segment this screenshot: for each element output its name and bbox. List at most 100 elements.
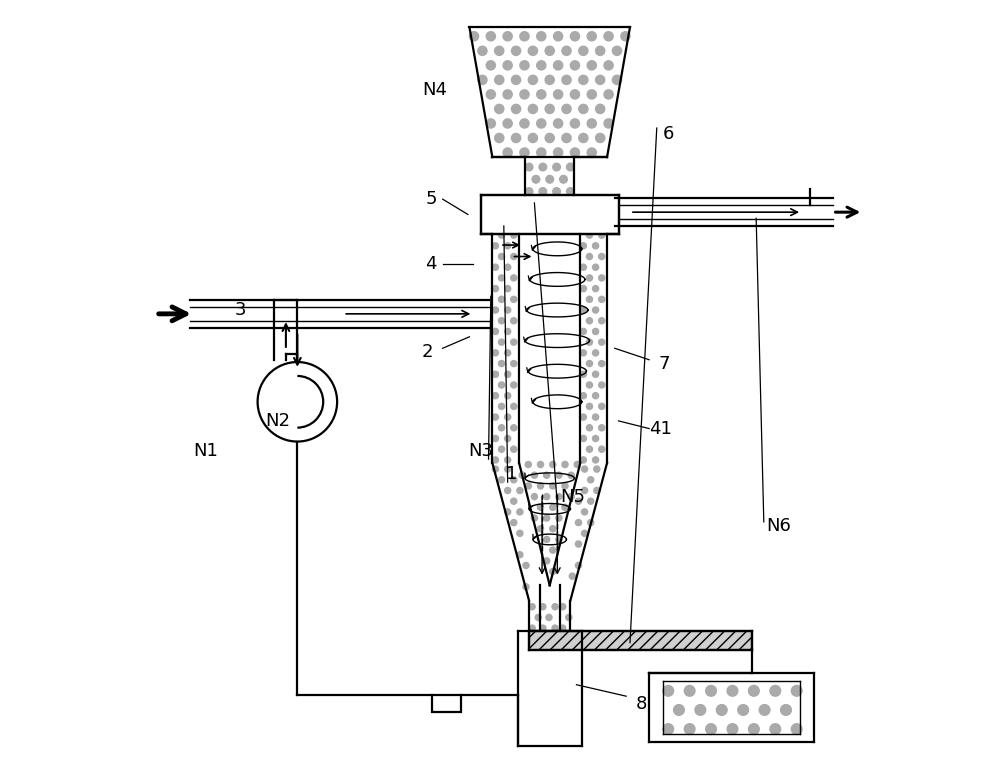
Circle shape: [531, 493, 537, 499]
Circle shape: [519, 472, 525, 478]
Circle shape: [498, 477, 505, 483]
Circle shape: [492, 371, 498, 377]
Circle shape: [593, 196, 599, 202]
Circle shape: [537, 483, 544, 489]
Circle shape: [525, 188, 533, 196]
Circle shape: [586, 360, 593, 366]
Circle shape: [531, 515, 537, 521]
Circle shape: [503, 61, 512, 70]
Circle shape: [611, 227, 617, 233]
Circle shape: [586, 318, 593, 324]
Circle shape: [537, 119, 546, 128]
Circle shape: [599, 382, 605, 388]
Circle shape: [528, 104, 537, 114]
Circle shape: [550, 483, 556, 489]
Circle shape: [588, 519, 594, 526]
Text: 1: 1: [506, 465, 517, 483]
Circle shape: [544, 196, 550, 202]
Circle shape: [599, 318, 605, 324]
Circle shape: [663, 724, 674, 734]
Circle shape: [546, 175, 554, 183]
Circle shape: [499, 196, 505, 202]
Circle shape: [580, 307, 586, 313]
Circle shape: [727, 724, 738, 734]
Circle shape: [531, 472, 537, 478]
Circle shape: [511, 104, 521, 114]
Circle shape: [587, 148, 596, 157]
Circle shape: [520, 148, 529, 157]
Circle shape: [554, 61, 563, 70]
Circle shape: [505, 329, 511, 335]
Circle shape: [535, 615, 541, 621]
Circle shape: [518, 227, 524, 233]
Circle shape: [727, 686, 738, 696]
Circle shape: [587, 90, 596, 99]
Circle shape: [552, 625, 558, 632]
Circle shape: [594, 466, 600, 472]
Circle shape: [582, 488, 588, 493]
Text: N5: N5: [560, 489, 585, 506]
Circle shape: [511, 318, 517, 324]
Circle shape: [621, 32, 630, 41]
Circle shape: [523, 584, 529, 590]
Circle shape: [574, 206, 580, 212]
Circle shape: [596, 46, 605, 56]
Circle shape: [568, 216, 574, 223]
Circle shape: [663, 686, 674, 696]
Circle shape: [554, 32, 563, 41]
Circle shape: [570, 61, 580, 70]
Circle shape: [505, 435, 511, 441]
Circle shape: [586, 339, 593, 346]
Circle shape: [695, 705, 706, 715]
Circle shape: [537, 461, 544, 468]
Circle shape: [580, 216, 586, 223]
Circle shape: [544, 515, 550, 521]
Text: N4: N4: [423, 81, 448, 99]
Circle shape: [505, 509, 511, 515]
Circle shape: [593, 285, 599, 291]
Circle shape: [579, 104, 588, 114]
Circle shape: [481, 206, 487, 212]
Circle shape: [550, 227, 556, 233]
Circle shape: [580, 243, 586, 249]
Circle shape: [706, 686, 716, 696]
Circle shape: [580, 350, 586, 356]
Circle shape: [537, 504, 544, 510]
Circle shape: [546, 615, 552, 621]
Circle shape: [503, 119, 512, 128]
Circle shape: [570, 32, 580, 41]
Circle shape: [520, 90, 529, 99]
Circle shape: [570, 148, 580, 157]
Circle shape: [605, 196, 611, 202]
Circle shape: [599, 339, 605, 346]
Circle shape: [498, 404, 505, 410]
Circle shape: [599, 424, 605, 431]
Circle shape: [540, 604, 546, 610]
Circle shape: [492, 329, 498, 335]
Circle shape: [517, 488, 523, 493]
Circle shape: [552, 604, 558, 610]
Circle shape: [511, 382, 517, 388]
Circle shape: [554, 148, 563, 157]
Circle shape: [540, 625, 546, 632]
Circle shape: [505, 466, 511, 472]
Circle shape: [511, 134, 521, 142]
Circle shape: [498, 360, 505, 366]
Circle shape: [582, 509, 588, 515]
Circle shape: [604, 119, 613, 128]
Circle shape: [478, 75, 487, 84]
Circle shape: [560, 604, 566, 610]
Circle shape: [568, 196, 574, 202]
Circle shape: [498, 382, 505, 388]
Circle shape: [599, 227, 605, 233]
Circle shape: [791, 724, 802, 734]
Circle shape: [505, 264, 511, 271]
Circle shape: [520, 32, 529, 41]
Circle shape: [511, 216, 518, 223]
Circle shape: [511, 296, 517, 302]
Circle shape: [517, 509, 523, 515]
Circle shape: [553, 163, 560, 171]
Circle shape: [596, 104, 605, 114]
Circle shape: [570, 119, 580, 128]
Circle shape: [586, 296, 593, 302]
